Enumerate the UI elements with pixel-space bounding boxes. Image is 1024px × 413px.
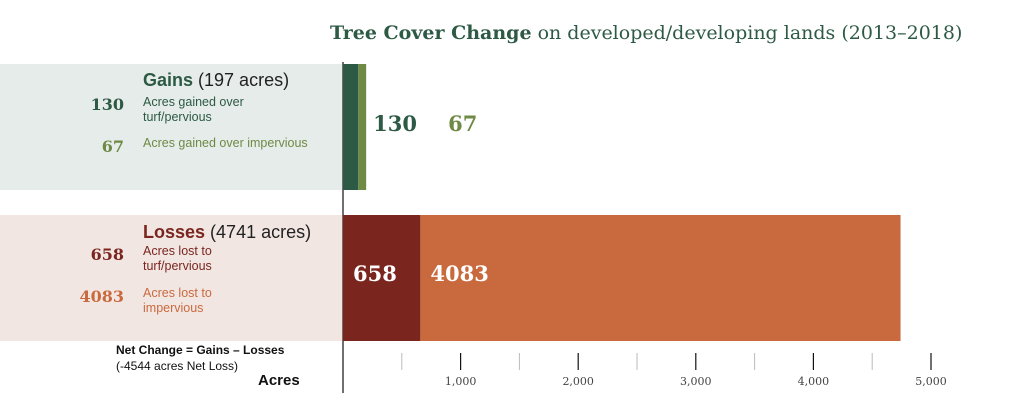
bar-label-gains-pervious: 130 [373, 111, 417, 136]
net-change-note: Net Change = Gains – Losses (-4544 acres… [116, 342, 284, 374]
tick-label-0: 1,000 [445, 375, 477, 388]
losses-impervious-value: 4083 [79, 287, 124, 306]
gains-impervious-value: 67 [101, 137, 124, 156]
losses-panel [0, 215, 342, 341]
tick-label-4: 5,000 [915, 375, 947, 388]
tick-label-2: 3,000 [680, 375, 712, 388]
tick-label-1: 2,000 [562, 375, 594, 388]
net-change-total: (-4544 acres Net Loss) [116, 359, 239, 373]
losses-heading-label: Losses [143, 222, 206, 242]
gains-pervious-value: 130 [90, 95, 124, 114]
gains-total: (197 acres) [193, 70, 290, 90]
x-axis-ticks: 1,000 2,000 3,000 4,000 5,000 [401, 353, 947, 388]
gains-pervious-desc: Acres gained over turf/pervious [143, 95, 244, 124]
losses-total: (4741 acres) [205, 222, 312, 242]
bar-gains-0 [343, 64, 359, 190]
bar-gains-1 [358, 64, 367, 190]
gains-heading: Gains (197 acres) [143, 70, 289, 91]
x-axis-label: Acres [258, 372, 300, 389]
net-change-formula: Net Change = Gains – Losses [116, 343, 285, 357]
bar-losses-3 [420, 215, 901, 341]
losses-pervious-value: 658 [90, 245, 124, 264]
tick-label-3: 4,000 [798, 375, 830, 388]
chart-title-bold: Tree Cover Change [330, 22, 532, 44]
gains-impervious-desc: Acres gained over impervious [143, 136, 308, 150]
gains-panel [0, 64, 342, 190]
bar-losses-2 [343, 215, 421, 341]
bar-label-losses-impervious: 4083 [430, 261, 488, 286]
bar-label-losses-pervious: 658 [353, 261, 397, 286]
losses-heading: Losses (4741 acres) [143, 222, 311, 243]
chart-title-rest: on developed/developing lands (2013–2018… [531, 22, 963, 44]
losses-impervious-desc: Acres lost to impervious [143, 286, 212, 315]
losses-pervious-desc: Acres lost to turf/pervious [143, 244, 212, 273]
bars-group: 130 67 658 4083 [343, 64, 901, 341]
gains-heading-label: Gains [143, 70, 194, 90]
chart-title: Tree Cover Change on developed/developin… [330, 22, 962, 44]
bar-label-gains-impervious: 67 [448, 111, 477, 136]
